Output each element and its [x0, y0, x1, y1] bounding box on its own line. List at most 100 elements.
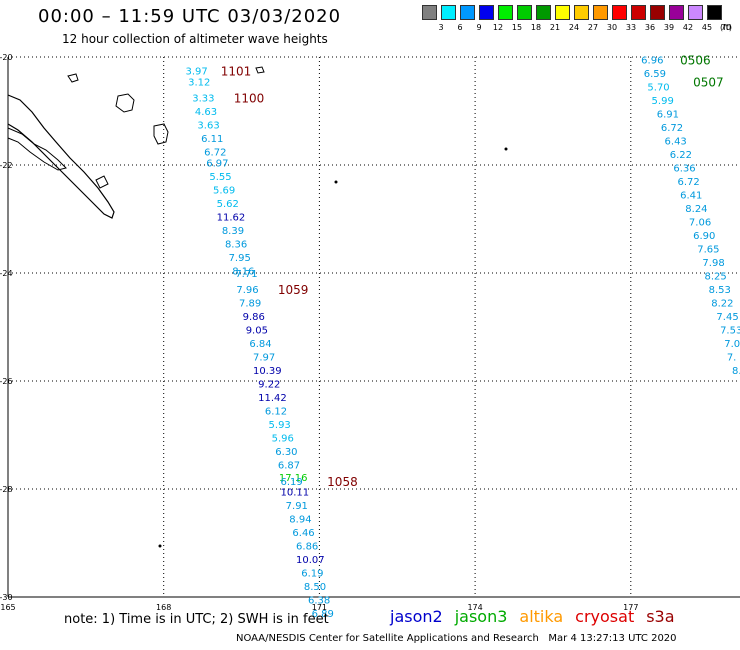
legend-swatch: [536, 5, 551, 20]
wave-height-value: 10.11: [280, 488, 309, 499]
lon-tick-label: 174: [467, 603, 482, 612]
wave-height-value: 9.22: [258, 380, 280, 391]
legend-label: 6: [457, 23, 463, 32]
wave-height-value: 6.86: [296, 542, 318, 553]
wave-height-value: 8.50: [304, 582, 326, 593]
satellite-legend: jason2 jason3 altika cryosat s3a: [390, 607, 687, 626]
wave-height-value: 5.99: [652, 96, 674, 107]
lon-tick-label: 177: [623, 603, 638, 612]
wave-height-value: 9.86: [243, 312, 265, 323]
lat-tick-label: -20: [0, 53, 13, 62]
wave-height-value: 3.97: [185, 67, 207, 78]
legend-label: 18: [530, 23, 542, 32]
legend-label: 3: [438, 23, 444, 32]
island-dot: [334, 180, 338, 184]
legend-swatch: [612, 5, 627, 20]
wave-height-value: 7.53: [720, 326, 740, 337]
wave-height-value: 7.91: [286, 501, 308, 512]
island-outline: [153, 123, 169, 145]
legend-swatch: [688, 5, 703, 20]
legend-swatch: [422, 5, 437, 20]
wave-height-value: 8.24: [685, 204, 707, 215]
legend-swatch: [441, 5, 456, 20]
legend-label: 12: [492, 23, 504, 32]
track-time-label: 1100: [234, 92, 265, 106]
legend-label: 45: [701, 23, 713, 32]
wave-height-value: 5.55: [209, 172, 231, 183]
lat-tick-label: -22: [0, 161, 13, 170]
wave-height-value: 6.59: [644, 69, 666, 80]
legend-label: 27: [587, 23, 599, 32]
wave-height-value: 8.25: [704, 272, 726, 283]
legend-swatch: [555, 5, 570, 20]
wave-height-value: 6.84: [249, 339, 271, 350]
credit-timestamp: Mar 4 13:27:13 UTC 2020: [548, 633, 677, 644]
wave-height-value: 6.19: [301, 569, 323, 580]
wave-height-value: 6.87: [278, 461, 300, 472]
wave-height-value: 7.45: [716, 312, 738, 323]
track-time-label: 1101: [221, 65, 252, 79]
lat-tick-label: -28: [0, 485, 13, 494]
wave-height-value: 6.46: [292, 528, 314, 539]
map-grid: [7, 56, 740, 598]
wave-height-value: 6.90: [693, 231, 715, 242]
wave-height-values: 3.973.123.334.633.636.116.726.975.555.69…: [185, 56, 740, 621]
wave-height-value: 7.06: [689, 218, 711, 229]
lat-tick-label: -26: [0, 377, 13, 386]
wave-height-value: 7.95: [229, 253, 251, 264]
wave-height-value: 7.0: [724, 339, 740, 350]
wave-height-value: 7.65: [697, 245, 719, 256]
legend-label: 30: [606, 23, 618, 32]
lon-tick-label: 171: [312, 603, 327, 612]
wave-height-value: 3.33: [192, 94, 214, 105]
wave-height-value: 7.89: [239, 299, 261, 310]
wave-height-value: 8.39: [222, 226, 244, 237]
legend-label: 70: [720, 23, 732, 32]
page-title: 00:00 – 11:59 UTC 03/03/2020: [38, 6, 342, 27]
wave-height-value: 4.63: [195, 107, 217, 118]
legend-unit: (ft): [719, 23, 733, 32]
wave-height-value: 6.72: [204, 148, 226, 159]
wave-height-value: 7.: [727, 353, 737, 364]
wave-height-value: 6.11: [201, 134, 223, 145]
legend-swatch: [650, 5, 665, 20]
legend-swatch: [517, 5, 532, 20]
legend-swatch: [593, 5, 608, 20]
wave-height-value: 11.42: [258, 393, 287, 404]
track-time-label: 0506: [680, 54, 711, 68]
page-subtitle: 12 hour collection of altimeter wave hei…: [62, 32, 328, 46]
wave-height-value: 6.96: [641, 56, 663, 67]
island-dot: [504, 147, 508, 151]
wave-height-value: 5.62: [217, 199, 239, 210]
wave-height-value: 7.96: [236, 285, 258, 296]
wave-height-value: 6.36: [673, 164, 695, 175]
wave-height-value: 8.94: [289, 515, 311, 526]
wave-height-value: 6.91: [657, 110, 679, 121]
wave-height-value: 5.96: [272, 434, 294, 445]
island-outline: [7, 127, 67, 171]
wave-height-value: 6.97: [206, 158, 228, 169]
island-outline: [95, 175, 109, 189]
wave-height-value: 5.70: [647, 83, 669, 94]
wave-height-value: 8.53: [709, 285, 731, 296]
track-time-label: 0507: [693, 75, 724, 89]
lat-tick-label: -24: [0, 269, 13, 278]
wave-height-value: 5.93: [269, 420, 291, 431]
wave-height-value: 6.72: [678, 177, 700, 188]
satellite-label: cryosat: [575, 607, 635, 626]
legend-swatch: [707, 5, 722, 20]
island-outline: [67, 73, 79, 83]
wave-height-value: 6.41: [680, 191, 702, 202]
lat-tick-label: -30: [0, 593, 13, 602]
wave-height-value: 17.16: [279, 473, 308, 484]
legend-swatch: [574, 5, 589, 20]
legend-label: 36: [644, 23, 656, 32]
legend-swatch: [479, 5, 494, 20]
satellite-label: altika: [519, 607, 564, 626]
wave-height-value: 10.07: [296, 555, 325, 566]
legend-label: 24: [568, 23, 580, 32]
legend-label: 39: [663, 23, 675, 32]
lon-tick-label: 165: [0, 603, 15, 612]
wave-height-value: 8.36: [225, 239, 247, 250]
wave-height-value: 3.12: [188, 77, 210, 88]
